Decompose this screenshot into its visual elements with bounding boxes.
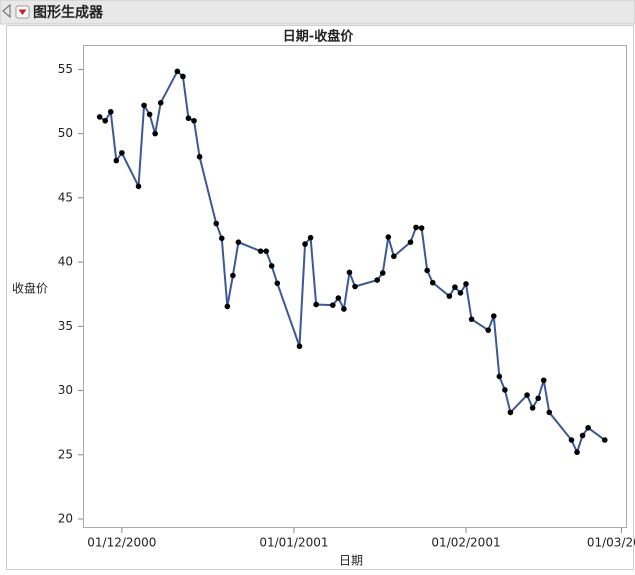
data-point xyxy=(185,115,192,122)
y-tick-label: 25 xyxy=(58,447,73,461)
data-point xyxy=(457,290,464,296)
data-point xyxy=(391,253,397,260)
collapse-toggle[interactable] xyxy=(2,3,11,19)
data-point xyxy=(152,130,158,137)
data-point xyxy=(146,111,153,118)
data-point xyxy=(230,272,236,279)
header-bar xyxy=(0,0,635,25)
data-point xyxy=(263,248,269,254)
data-point xyxy=(535,395,541,402)
data-point xyxy=(302,241,308,247)
data-point xyxy=(96,114,103,120)
x-axis-label: 日期 xyxy=(339,554,363,568)
data-point xyxy=(224,303,231,310)
y-tick-label: 20 xyxy=(58,512,73,526)
data-point xyxy=(424,267,430,274)
data-point xyxy=(313,301,319,308)
data-point xyxy=(213,220,220,227)
data-point xyxy=(379,270,386,276)
data-point xyxy=(335,295,342,301)
data-point xyxy=(180,73,186,80)
data-point xyxy=(268,263,275,269)
data-point xyxy=(296,343,303,350)
data-point xyxy=(507,409,514,416)
y-axis-label: 收盘价 xyxy=(12,281,48,296)
menu-icon xyxy=(18,9,27,15)
data-point xyxy=(191,117,197,124)
data-point xyxy=(546,409,553,416)
data-point xyxy=(468,316,475,323)
data-point xyxy=(502,387,508,393)
data-point xyxy=(429,279,436,286)
data-point xyxy=(490,313,497,319)
data-point xyxy=(196,153,203,160)
data-point xyxy=(274,280,281,287)
data-point xyxy=(307,234,314,241)
data-point xyxy=(446,293,453,299)
data-point xyxy=(113,157,120,164)
y-tick-label: 40 xyxy=(58,255,73,269)
data-point xyxy=(452,284,458,290)
x-tick-label: 01/12/2000 xyxy=(87,536,156,550)
x-tick-label: 01/03/2001 xyxy=(587,536,635,550)
data-point xyxy=(174,68,181,75)
chart-title: 日期-收盘价 xyxy=(283,29,354,45)
data-point xyxy=(568,437,575,443)
x-tick-label: 01/02/2001 xyxy=(431,536,500,550)
data-point xyxy=(374,277,381,283)
data-point xyxy=(418,225,425,231)
data-point xyxy=(352,283,358,290)
data-point xyxy=(496,373,503,380)
data-point xyxy=(574,449,580,456)
data-point xyxy=(385,234,392,240)
data-point xyxy=(119,150,125,156)
data-point xyxy=(107,108,114,115)
data-point xyxy=(529,405,536,411)
data-point xyxy=(157,100,164,106)
data-point xyxy=(413,224,419,231)
data-point xyxy=(218,235,225,242)
y-tick-label: 45 xyxy=(58,190,73,204)
y-tick-label: 30 xyxy=(58,383,73,397)
data-point xyxy=(329,302,336,308)
data-point xyxy=(463,281,469,287)
window-title: 图形生成器 xyxy=(33,4,104,21)
data-point xyxy=(235,239,242,245)
data-point xyxy=(524,392,530,398)
data-point xyxy=(341,306,347,312)
data-point xyxy=(601,437,608,443)
y-tick-label: 50 xyxy=(58,126,73,140)
data-point xyxy=(585,425,591,431)
data-point xyxy=(257,248,264,254)
data-point xyxy=(579,432,586,439)
data-point xyxy=(135,183,142,190)
data-point xyxy=(141,102,147,109)
data-point xyxy=(485,327,492,333)
data-point xyxy=(102,117,109,124)
data-point xyxy=(407,239,414,245)
y-tick-label: 35 xyxy=(58,319,73,333)
data-point xyxy=(540,377,547,384)
y-tick-label: 55 xyxy=(58,62,73,76)
x-tick-label: 01/01/2001 xyxy=(259,536,328,550)
data-point xyxy=(346,269,353,276)
